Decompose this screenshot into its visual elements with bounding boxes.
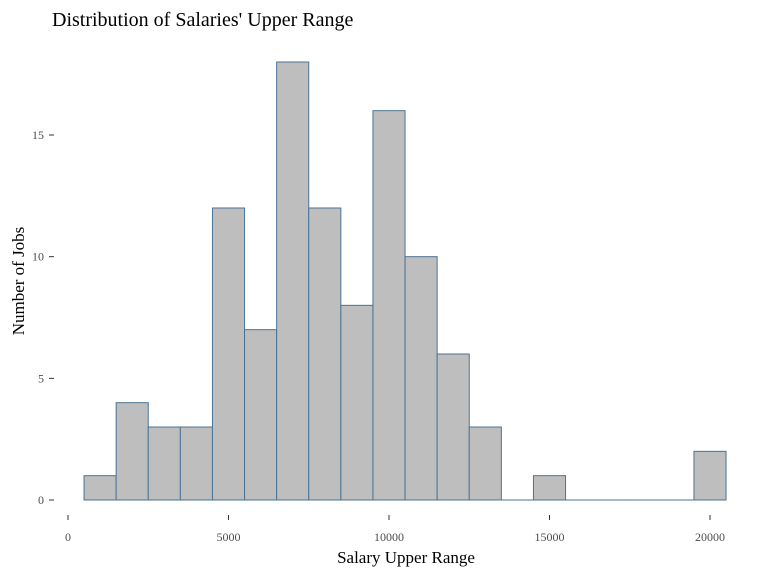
x-tick-label: 20000 xyxy=(695,530,725,544)
histogram-bar xyxy=(147,426,181,501)
histogram-bar xyxy=(532,475,567,501)
y-axis: 0 5 10 15 xyxy=(32,128,54,507)
histogram-bar xyxy=(83,475,117,501)
histogram-bar xyxy=(436,353,470,501)
histogram-bar xyxy=(276,61,310,501)
x-tick-label: 10000 xyxy=(374,530,404,544)
histogram-bar xyxy=(372,110,406,501)
x-axis: 0 5000 10000 15000 20000 xyxy=(65,515,725,544)
histogram-bar xyxy=(115,402,149,501)
histogram-bar xyxy=(308,207,342,501)
histogram-bar xyxy=(179,426,213,501)
x-tick-label: 0 xyxy=(65,530,71,544)
histogram-bar xyxy=(693,450,727,501)
x-axis-label: Salary Upper Range xyxy=(337,548,475,567)
histogram-bar xyxy=(468,426,502,501)
x-tick-label: 5000 xyxy=(217,530,241,544)
y-tick-label: 5 xyxy=(38,371,44,385)
y-tick-label: 15 xyxy=(32,128,44,142)
x-tick-label: 15000 xyxy=(535,530,565,544)
chart-title: Distribution of Salaries' Upper Range xyxy=(52,9,353,31)
y-tick-label: 10 xyxy=(32,250,44,264)
bars-group xyxy=(83,61,727,501)
histogram-bar xyxy=(404,256,438,501)
y-axis-label: Number of Jobs xyxy=(9,227,28,336)
histogram-bar xyxy=(211,207,246,501)
histogram-bar xyxy=(340,304,374,501)
y-tick-label: 0 xyxy=(38,493,44,507)
histogram-bar xyxy=(244,329,278,501)
